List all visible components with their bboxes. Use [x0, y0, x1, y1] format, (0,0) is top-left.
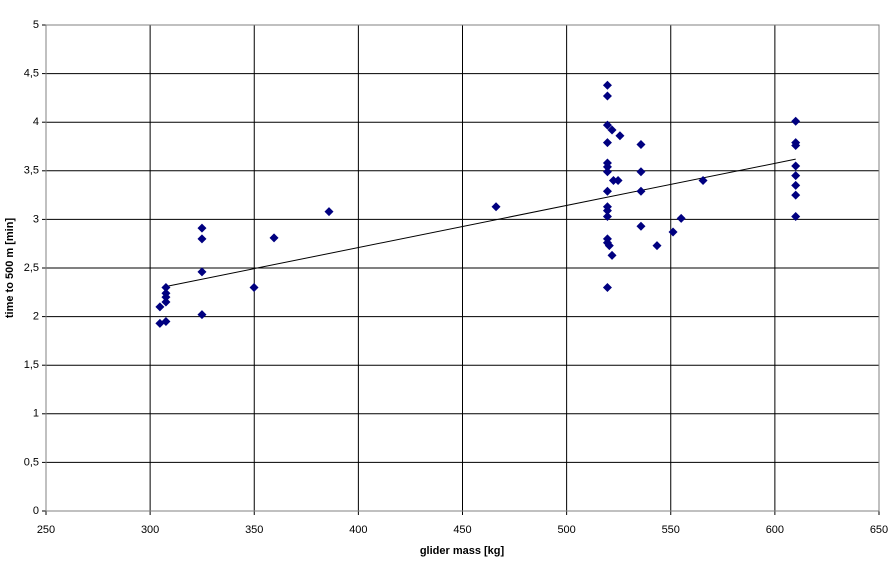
data-point [161, 288, 171, 298]
x-axis-title: glider mass [kg] [420, 545, 505, 557]
y-tick-label: 0 [33, 505, 39, 517]
data-point [197, 234, 207, 244]
x-tick-label: 650 [870, 524, 888, 536]
x-tick-label: 250 [37, 524, 55, 536]
data-point [607, 250, 617, 260]
data-point [791, 161, 801, 171]
data-point [155, 302, 165, 312]
x-tick-label: 400 [349, 524, 367, 536]
data-point [197, 223, 207, 233]
data-point [602, 162, 612, 172]
x-tick-label: 500 [557, 524, 575, 536]
data-point [607, 125, 617, 135]
trendline [165, 158, 796, 287]
data-point [668, 227, 678, 237]
data-point [615, 131, 625, 141]
x-tick-label: 350 [245, 524, 263, 536]
data-point [161, 297, 171, 307]
data-point [602, 206, 612, 216]
data-point [602, 186, 612, 196]
y-tick-label: 2 [33, 311, 39, 323]
plot-border [45, 24, 880, 512]
data-point [791, 180, 801, 190]
y-tick-label: 3,5 [24, 165, 39, 177]
data-point [161, 282, 171, 292]
data-point [491, 202, 501, 212]
data-point [613, 176, 623, 186]
data-point [636, 221, 646, 231]
data-point [636, 167, 646, 177]
data-point [269, 233, 279, 243]
data-point [602, 167, 612, 177]
data-point [602, 91, 612, 101]
y-tick-label: 3 [33, 213, 39, 225]
y-tick-label: 4,5 [24, 68, 39, 80]
data-point [197, 310, 207, 320]
y-tick-label: 2,5 [24, 262, 39, 274]
y-tick-label: 0,5 [24, 456, 39, 468]
data-point [602, 211, 612, 221]
data-point [604, 241, 614, 251]
data-point [676, 213, 686, 223]
data-point [608, 176, 618, 186]
x-tick-label: 550 [662, 524, 680, 536]
data-point [652, 241, 662, 251]
data-point [197, 267, 207, 277]
data-point [324, 207, 334, 217]
data-point [791, 211, 801, 221]
y-tick-label: 1,5 [24, 359, 39, 371]
data-point [602, 120, 612, 130]
data-point [636, 186, 646, 196]
data-point [602, 138, 612, 148]
data-point [698, 176, 708, 186]
x-tick-label: 450 [453, 524, 471, 536]
y-tick-label: 1 [33, 408, 39, 420]
data-point [602, 80, 612, 90]
data-point [161, 316, 171, 326]
data-point [249, 282, 259, 292]
data-point [791, 190, 801, 200]
data-point [636, 140, 646, 150]
y-axis-title: time to 500 m [min] [4, 218, 16, 319]
data-point [791, 116, 801, 126]
data-point [791, 171, 801, 181]
x-tick-label: 300 [141, 524, 159, 536]
y-tick-label: 4 [33, 116, 39, 128]
x-tick-label: 600 [766, 524, 784, 536]
y-tick-label: 5 [33, 19, 39, 31]
data-point [602, 282, 612, 292]
data-point [791, 141, 801, 151]
